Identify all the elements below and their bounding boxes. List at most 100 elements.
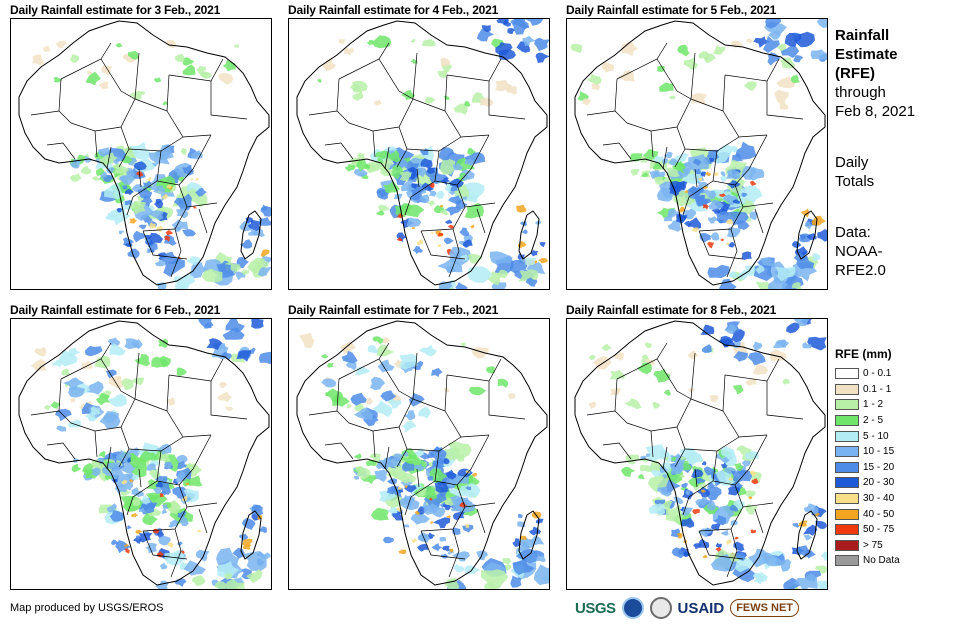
rainfall-area [372, 336, 384, 345]
rainfall-area [709, 157, 715, 163]
rainfall-area [173, 273, 196, 289]
rainfall-area [476, 29, 494, 42]
rainfall-area [738, 200, 756, 216]
rainfall-area [182, 64, 196, 76]
rainfall-area [178, 199, 184, 205]
rainfall-area [457, 455, 465, 462]
rainfall-area [714, 172, 719, 177]
country-border [106, 446, 112, 470]
rainfall-area [727, 477, 734, 481]
rainfall-area [784, 32, 802, 47]
legend-label: 0 - 0.1 [863, 368, 892, 380]
rainfall-area [524, 19, 544, 26]
map-panel-5: Daily Rainfall estimate for 7 Feb., 2021 [288, 303, 550, 590]
rainfall-area [814, 565, 827, 574]
rainfall-area [793, 319, 810, 327]
rainfall-area [780, 44, 800, 59]
rainfall-area [69, 159, 81, 169]
rainfall-map [288, 318, 550, 590]
rainfall-area [677, 44, 690, 57]
rainfall-layer [30, 319, 271, 589]
rainfall-area [716, 210, 730, 223]
rainfall-area [486, 366, 495, 374]
rainfall-area [641, 172, 649, 178]
rainfall-area [741, 251, 752, 261]
rainfall-area [149, 222, 156, 229]
rainfall-area [129, 479, 134, 483]
legend-label: No Data [863, 555, 900, 567]
legend-item: 0.1 - 1 [835, 382, 955, 398]
rainfall-area [676, 532, 683, 539]
rainfall-area [128, 141, 151, 160]
rainfall-area [720, 175, 728, 183]
rainfall-area [471, 346, 489, 359]
panel-title: Daily Rainfall estimate for 4 Feb., 2021 [288, 3, 499, 17]
rainfall-area [129, 200, 147, 215]
rainfall-area [164, 461, 173, 469]
coastline [574, 20, 826, 286]
legend-item: 2 - 5 [835, 413, 955, 429]
rainfall-area [412, 360, 424, 371]
rainfall-area [449, 548, 454, 553]
rainfall-area [748, 167, 765, 181]
credit-text: Map produced by USGS/EROS [10, 602, 164, 614]
rainfall-area [726, 539, 732, 546]
rainfall-area [417, 543, 429, 552]
rainfall-area [411, 183, 418, 189]
rainfall-area [399, 171, 412, 182]
coastline [18, 20, 270, 286]
rainfall-area [70, 397, 76, 403]
country-border [308, 410, 350, 424]
rainfall-area [30, 359, 47, 371]
legend-swatch [835, 415, 859, 427]
rainfall-area [811, 215, 826, 226]
country-border [614, 378, 618, 412]
rainfall-area [142, 180, 153, 189]
rainfall-area [731, 153, 743, 163]
rainfall-area [109, 509, 125, 522]
rainfall-area [164, 234, 177, 246]
country-border [336, 378, 340, 412]
rainfall-area [51, 359, 63, 368]
country-border [614, 78, 618, 112]
country-border [58, 78, 62, 112]
rainfall-area [512, 558, 535, 575]
rainfall-area [166, 184, 172, 189]
rainfall-area [222, 327, 245, 340]
rainfall-area [802, 251, 808, 256]
rainfall-area [443, 504, 451, 511]
coastline [18, 320, 270, 586]
country-border [58, 378, 62, 412]
rainfall-area [401, 89, 416, 100]
rainfall-area [61, 368, 71, 376]
legend-label: 20 - 30 [863, 477, 895, 489]
rainfall-area [190, 178, 194, 181]
rainfall-area [699, 233, 711, 243]
rainfall-area [155, 185, 166, 192]
rainfall-area [733, 462, 744, 472]
rainfall-area [198, 319, 214, 328]
rainfall-area [122, 155, 133, 164]
rainfall-area [702, 204, 709, 210]
rainfall-area [398, 472, 417, 484]
rainfall-area [419, 344, 437, 357]
rainfall-area [155, 481, 164, 488]
rainfall-area [251, 319, 264, 329]
rainfall-area [681, 506, 694, 517]
rainfall-area [190, 262, 210, 279]
rainfall-area [148, 494, 160, 502]
rainfall-area [490, 251, 513, 265]
legend-label: > 75 [863, 539, 883, 551]
rainfall-area [630, 169, 640, 176]
boundary-layer [18, 320, 270, 586]
rainfall-area [59, 349, 78, 367]
rainfall-area [89, 467, 101, 477]
rainfall-area [734, 536, 739, 540]
country-border [448, 228, 460, 278]
country-border [198, 508, 208, 534]
rainfall-area [702, 461, 707, 466]
rainfall-area [510, 575, 522, 588]
legend-label: 40 - 50 [863, 508, 895, 520]
rainfall-area [380, 390, 397, 402]
rainfall-area [106, 462, 122, 472]
